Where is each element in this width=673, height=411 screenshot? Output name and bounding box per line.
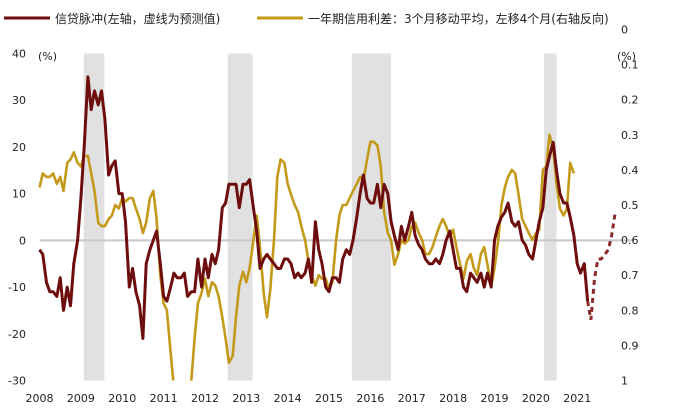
x-tick-label: 2012 bbox=[191, 392, 219, 405]
right-tick-label: 0.5 bbox=[621, 199, 639, 212]
left-tick-label: -20 bbox=[8, 328, 26, 341]
x-tick-label: 2016 bbox=[356, 392, 384, 405]
right-tick-label: 0.7 bbox=[621, 269, 639, 282]
shaded-period-0 bbox=[83, 53, 105, 381]
axes: 403020100-10-20-3000.10.20.30.40.50.60.7… bbox=[8, 24, 638, 406]
x-tick-label: 2014 bbox=[274, 392, 302, 405]
x-tick-label: 2015 bbox=[315, 392, 343, 405]
right-tick-label: 0.1 bbox=[621, 59, 639, 72]
right-tick-label: 0.4 bbox=[621, 164, 639, 177]
legend-label-credit-spread: 一年期信用利差：3个月移动平均，左移4个月(右轴反向) bbox=[308, 11, 609, 26]
right-tick-label: 1 bbox=[621, 375, 628, 388]
left-tick-label: 0 bbox=[19, 234, 26, 247]
left-tick-label: -10 bbox=[8, 281, 26, 294]
right-tick-label: 0.9 bbox=[621, 339, 639, 352]
right-tick-label: 0.6 bbox=[621, 234, 639, 247]
x-tick-label: 2017 bbox=[398, 392, 426, 405]
series-layer bbox=[38, 75, 617, 381]
legend-label-credit-impulse: 信贷脉冲(左轴，虚线为预测值) bbox=[55, 11, 220, 26]
left-tick-label: 40 bbox=[12, 48, 26, 61]
x-tick-label: 2013 bbox=[232, 392, 260, 405]
series-line-credit-impulse-forecast bbox=[586, 212, 617, 321]
recession-shading bbox=[83, 53, 557, 381]
x-tick-label: 2010 bbox=[108, 392, 136, 405]
right-tick-label: 0.3 bbox=[621, 129, 639, 142]
series-line-credit-impulse bbox=[38, 75, 590, 340]
shaded-period-1 bbox=[227, 53, 253, 381]
shaded-period-3 bbox=[544, 53, 557, 381]
x-tick-label: 2020 bbox=[522, 392, 550, 405]
x-tick-label: 2019 bbox=[481, 392, 509, 405]
right-tick-label: 0 bbox=[621, 24, 628, 37]
x-tick-label: 2009 bbox=[67, 392, 95, 405]
right-tick-label: 0.2 bbox=[621, 94, 639, 107]
right-axis-unit: (%) bbox=[617, 50, 636, 63]
left-tick-label: 20 bbox=[12, 141, 26, 154]
x-tick-label: 2021 bbox=[563, 392, 591, 405]
x-tick-label: 2018 bbox=[439, 392, 467, 405]
left-tick-label: 10 bbox=[12, 188, 26, 201]
legend: 信贷脉冲(左轴，虚线为预测值) 一年期信用利差：3个月移动平均，左移4个月(右轴… bbox=[4, 11, 609, 26]
left-tick-label: 30 bbox=[12, 94, 26, 107]
x-tick-label: 2011 bbox=[150, 392, 178, 405]
right-tick-label: 0.8 bbox=[621, 304, 639, 317]
left-tick-label: -30 bbox=[8, 375, 26, 388]
x-tick-label: 2008 bbox=[26, 392, 54, 405]
series-line-credit-spread bbox=[38, 133, 576, 381]
left-axis-unit: (%) bbox=[38, 50, 57, 63]
